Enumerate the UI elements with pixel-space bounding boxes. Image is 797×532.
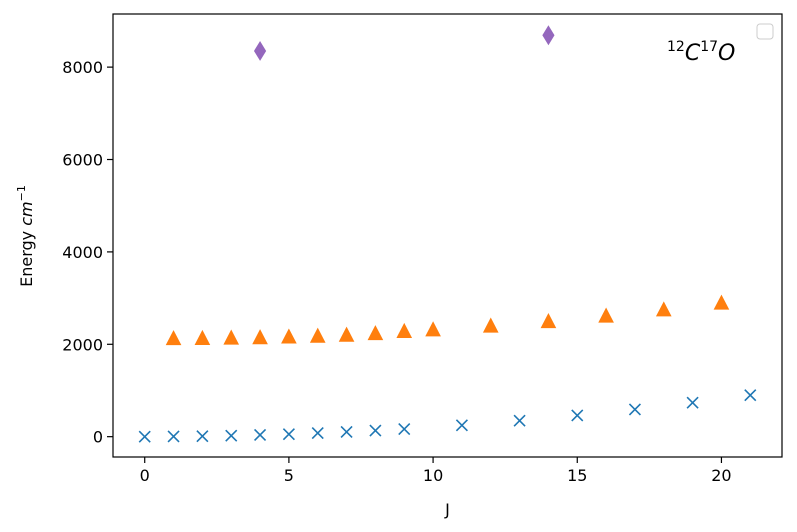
x-axis-label: J	[444, 500, 450, 519]
y-tick-label: 0	[93, 428, 103, 447]
plot-frame	[112, 13, 783, 458]
x-axis-ticks: 0 5 10 15 20	[140, 457, 732, 485]
x-marker-point	[686, 396, 699, 409]
y-axis-label-exponent: −1	[15, 185, 28, 201]
triangle-marker-point	[655, 301, 672, 317]
triangle-marker-point	[281, 328, 297, 344]
y-tick-label: 4000	[62, 243, 103, 262]
triangle-marker-point	[598, 307, 614, 323]
triangle-marker-point	[396, 322, 413, 338]
x-tick-label: 15	[567, 466, 587, 485]
x-marker-point	[513, 414, 526, 427]
y-axis-ticks: 0 2000 4000 6000 8000	[62, 58, 113, 447]
triangle-marker-point	[482, 317, 499, 333]
x-marker-point	[398, 422, 411, 436]
x-tick-label: 5	[284, 466, 294, 485]
y-tick-label: 8000	[62, 58, 103, 77]
diamond-marker-point	[542, 25, 555, 46]
annotation-oxygen-symbol: O	[718, 41, 735, 66]
annotation-mass-number-carbon: 12	[667, 39, 685, 55]
triangle-marker-point	[367, 325, 384, 341]
x-marker-point	[196, 430, 209, 443]
y-tick-label: 2000	[62, 335, 103, 354]
x-tick-label: 20	[711, 466, 731, 485]
x-tick-label: 10	[423, 466, 443, 485]
x-marker-point	[282, 428, 295, 441]
y-axis-label-text: Energy	[17, 226, 36, 287]
x-marker-point	[138, 430, 151, 443]
isotope-annotation: 12C17O	[667, 39, 735, 66]
triangle-marker-point	[252, 329, 268, 345]
triangle-marker-point	[713, 294, 730, 310]
diamond-marker-point	[253, 40, 267, 61]
x-marker-point	[628, 403, 642, 416]
x-marker-point	[455, 419, 468, 432]
x-marker-point	[744, 389, 757, 402]
y-axis-label: Energy cm−1	[15, 185, 36, 287]
x-marker-point	[167, 430, 180, 443]
legend-box	[756, 23, 774, 40]
x-tick-label: 0	[140, 466, 150, 485]
data-markers	[138, 25, 757, 443]
triangle-marker-point	[425, 321, 441, 337]
triangle-marker-point	[338, 326, 355, 342]
triangle-marker-point	[194, 329, 211, 346]
annotation-mass-number-oxygen: 17	[700, 39, 718, 55]
x-marker-point	[253, 428, 267, 442]
y-tick-label: 6000	[62, 151, 103, 170]
annotation-carbon-symbol: C	[685, 41, 701, 66]
triangle-marker-point	[223, 329, 240, 345]
x-marker-point	[369, 424, 382, 437]
x-marker-point	[571, 409, 584, 422]
triangle-marker-point	[165, 330, 182, 346]
x-marker-point	[311, 427, 324, 440]
y-axis-label-unit: cm	[17, 201, 36, 225]
x-marker-point	[225, 429, 238, 442]
x-marker-point	[340, 425, 353, 438]
triangle-marker-point	[309, 327, 326, 343]
triangle-marker-point	[540, 313, 557, 329]
